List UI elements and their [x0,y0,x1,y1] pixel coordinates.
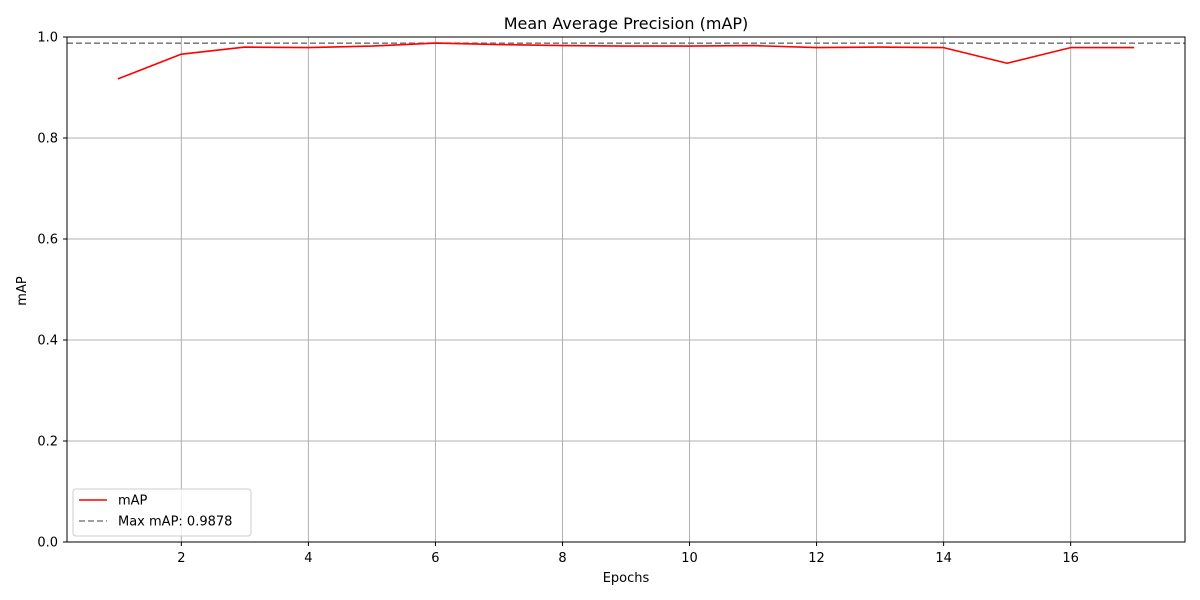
y-tick-label: 0.8 [37,132,58,147]
legend-label: mAP [118,494,148,509]
x-tick-label: 6 [431,551,439,566]
x-tick-label: 14 [935,551,952,566]
y-tick-label: 0.0 [37,536,58,551]
map-series-line [117,42,1135,80]
legend-box [72,488,252,537]
legend: mAP Max mAP: 0.9878 [72,488,252,537]
series-lines [117,42,1135,80]
x-tick-label: 16 [1062,551,1079,566]
plot-frame [66,36,1186,543]
legend-label: Max mAP: 0.9878 [118,515,232,530]
x-tick-label: 8 [558,551,566,566]
x-tick-label: 10 [681,551,698,566]
x-tick-label: 12 [808,551,825,566]
y-axis-label: mAP [15,276,30,306]
x-axis-ticks: 2 4 6 8 10 12 14 16 [177,542,1079,566]
y-tick-label: 0.6 [37,233,58,248]
y-axis-ticks: 0.0 0.2 0.4 0.6 0.8 1.0 [37,31,67,551]
x-axis-label: Epochs [603,571,650,586]
x-tick-label: 4 [304,551,312,566]
y-tick-label: 1.0 [37,31,58,46]
y-tick-label: 0.4 [37,334,58,349]
chart-title: Mean Average Precision (mAP) [504,14,749,33]
x-tick-label: 2 [177,551,185,566]
y-tick-label: 0.2 [37,435,58,450]
